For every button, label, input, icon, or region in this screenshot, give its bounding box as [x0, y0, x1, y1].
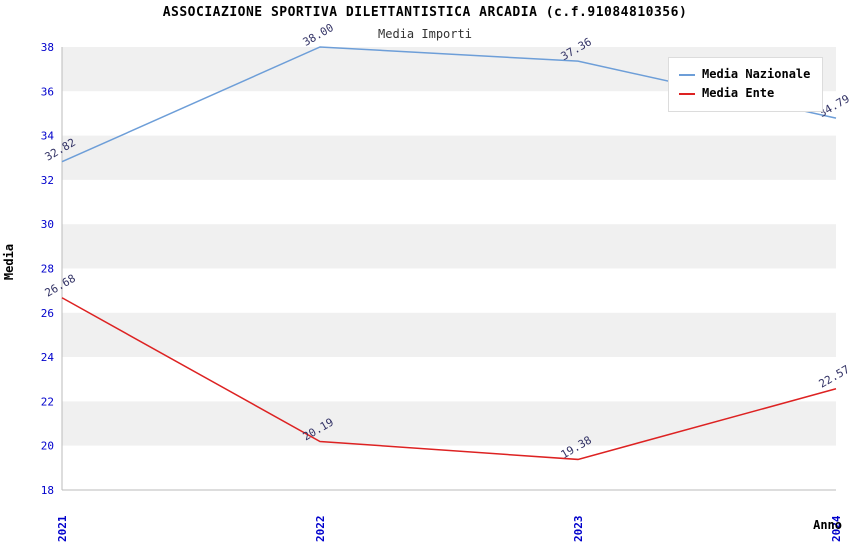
legend-swatch-media-ente-icon [679, 92, 695, 95]
x-tick-label: 2023 [572, 516, 585, 543]
x-tick-label: 2021 [56, 515, 69, 542]
grid-band [62, 357, 836, 402]
y-tick-label: 38 [41, 41, 54, 54]
data-point-label: 38.00 [301, 21, 336, 49]
x-axis-title: Anno [813, 518, 842, 532]
legend-item-media-nazionale: Media Nazionale [679, 65, 810, 84]
legend-item-media-ente: Media Ente [679, 84, 810, 103]
y-tick-label: 26 [41, 307, 54, 320]
y-tick-label: 28 [41, 263, 54, 276]
grid-band [62, 179, 836, 225]
chart-subtitle: Media Importi [378, 27, 472, 41]
y-tick-label: 34 [41, 130, 55, 143]
x-tick-label: 2024 [830, 515, 843, 542]
legend: Media Nazionale Media Ente [668, 57, 824, 112]
grid-band [62, 312, 836, 358]
y-tick-label: 24 [41, 351, 55, 364]
series-line-media-ente [61, 297, 837, 461]
y-tick-label: 30 [41, 218, 54, 231]
grid-band [62, 401, 836, 446]
y-axis-title: Media [2, 243, 16, 281]
y-tick-label: 20 [41, 440, 54, 453]
grid-band [62, 224, 836, 269]
grid-band [62, 268, 836, 313]
y-tick-label: 36 [41, 85, 54, 98]
x-tick-label: 2022 [314, 516, 327, 543]
legend-label-media-nazionale: Media Nazionale [702, 67, 811, 81]
legend-label-media-ente: Media Ente [702, 86, 775, 100]
chart-title: ASSOCIAZIONE SPORTIVA DILETTANTISTICA AR… [162, 5, 688, 20]
y-tick-label: 18 [41, 484, 54, 497]
grid-band [62, 445, 836, 490]
grid-band [62, 135, 836, 180]
legend-swatch-media-nazionale-icon [679, 73, 695, 76]
y-tick-label: 32 [41, 174, 54, 187]
y-tick-label: 22 [41, 395, 54, 408]
